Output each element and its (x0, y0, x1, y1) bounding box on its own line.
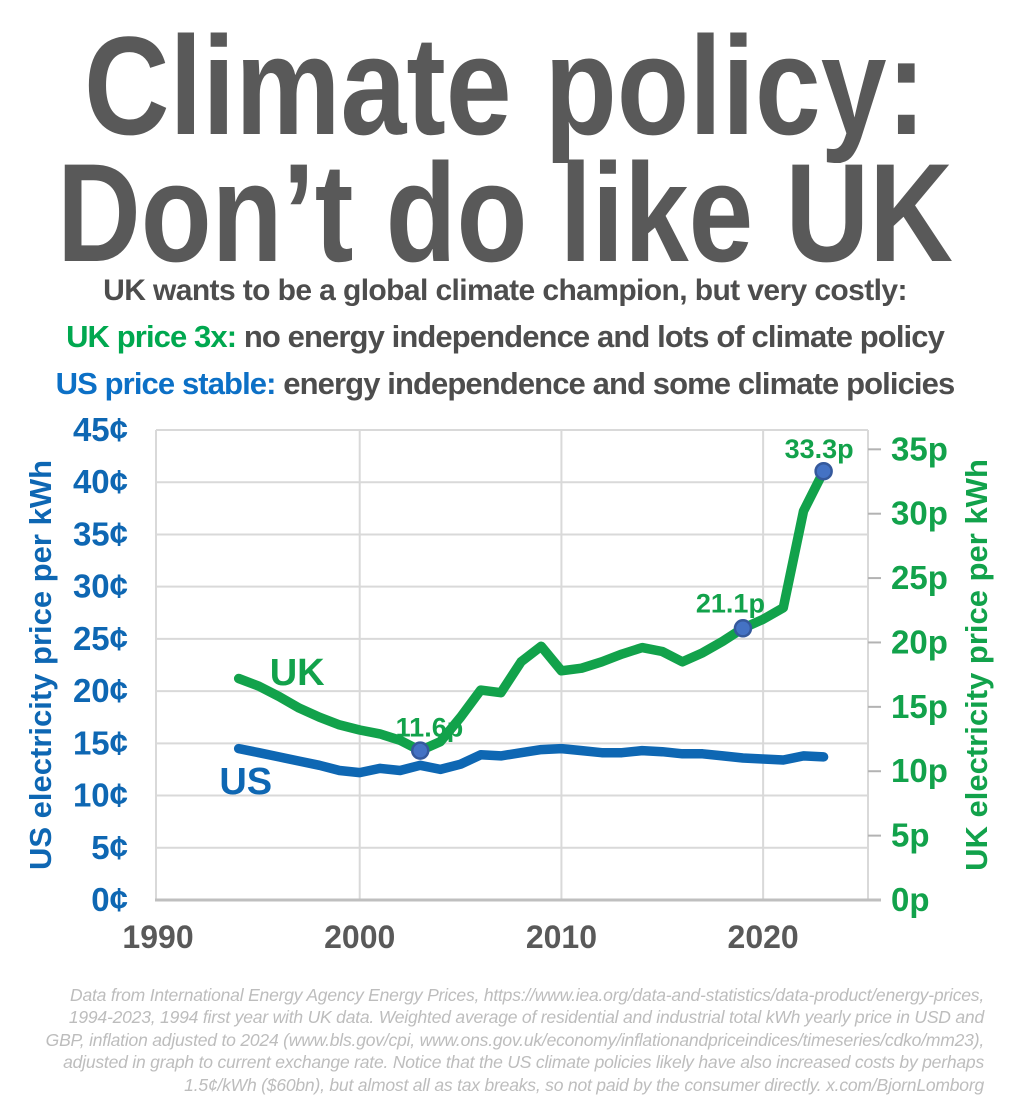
left-axis-tick-label: 45¢ (73, 411, 128, 448)
annotation-marker (814, 461, 833, 481)
uk-price-line (233, 466, 829, 756)
left-axis-tick-label: 20¢ (73, 672, 128, 709)
left-axis-tick-label: 5¢ (91, 829, 128, 866)
price-chart: UK US 11.6p 21.1p 33.3p 0¢ 5¢ 10¢ 15¢ 20¢ 25¢ 30¢ 35… (23, 411, 994, 955)
right-axis-tick-label: 30p (891, 495, 948, 532)
uk-claim-text: no energy independence and lots of clima… (236, 319, 945, 354)
right-axis-title: UK electricity price per kWh (959, 459, 994, 871)
x-axis-tick-label: 2000 (324, 919, 395, 955)
left-axis-tick-label: 15¢ (73, 724, 128, 761)
annotation-marker (410, 741, 430, 760)
us-claim-prefix: US price stable: (55, 366, 277, 401)
left-axis-tick-label: 30¢ (73, 568, 128, 605)
x-axis-tick-label: 2010 (526, 919, 597, 955)
main-title-line-1: Climate policy: (84, 7, 926, 164)
subtitle: UK wants to be a global climate champion… (103, 274, 907, 307)
right-axis-tick-label: 15p (891, 688, 948, 725)
left-axis-tick-label: 0¢ (91, 881, 128, 918)
annotation-label: 33.3p (785, 434, 854, 464)
uk-claim-line: UK price 3x: no energy independence and … (0, 319, 1010, 355)
footer-note: Data from International Energy Agency En… (45, 985, 985, 1095)
annotation-label: 11.6p (396, 713, 464, 743)
main-title-line-2: Don’t do like UK (57, 134, 953, 268)
right-axis-tick-label: 20p (891, 623, 948, 660)
x-axis-tick-label: 2020 (728, 919, 799, 955)
left-axis-title: US electricity price per kWh (23, 460, 58, 870)
annotation-marker (733, 619, 753, 638)
us-claim-text: energy independence and some climate pol… (275, 366, 955, 401)
us-claim-line: US price stable: energy independence and… (0, 366, 1010, 402)
title-block: Climate policy: Don’t do like UK (57, 7, 953, 268)
x-axis-tick-label: 1990 (122, 919, 193, 955)
left-axis-tick-label: 35¢ (73, 515, 128, 552)
left-axis-tick-label: 40¢ (73, 463, 128, 500)
uk-series-label: UK (270, 652, 325, 694)
right-axis-tick-label: 0p (891, 881, 930, 918)
annotation-label: 21.1p (696, 588, 765, 618)
us-price-line (233, 743, 829, 778)
left-axis-tick-label: 25¢ (73, 620, 128, 657)
right-axis-tick-label: 10p (891, 752, 948, 789)
uk-claim-prefix: UK price 3x: (66, 319, 237, 354)
right-axis-tick-label: 25p (891, 559, 948, 596)
right-axis-tick-label: 5p (891, 817, 930, 854)
us-series-label: US (219, 761, 272, 803)
right-axis-tick-label: 35p (891, 430, 948, 467)
left-axis-tick-label: 10¢ (73, 777, 128, 814)
